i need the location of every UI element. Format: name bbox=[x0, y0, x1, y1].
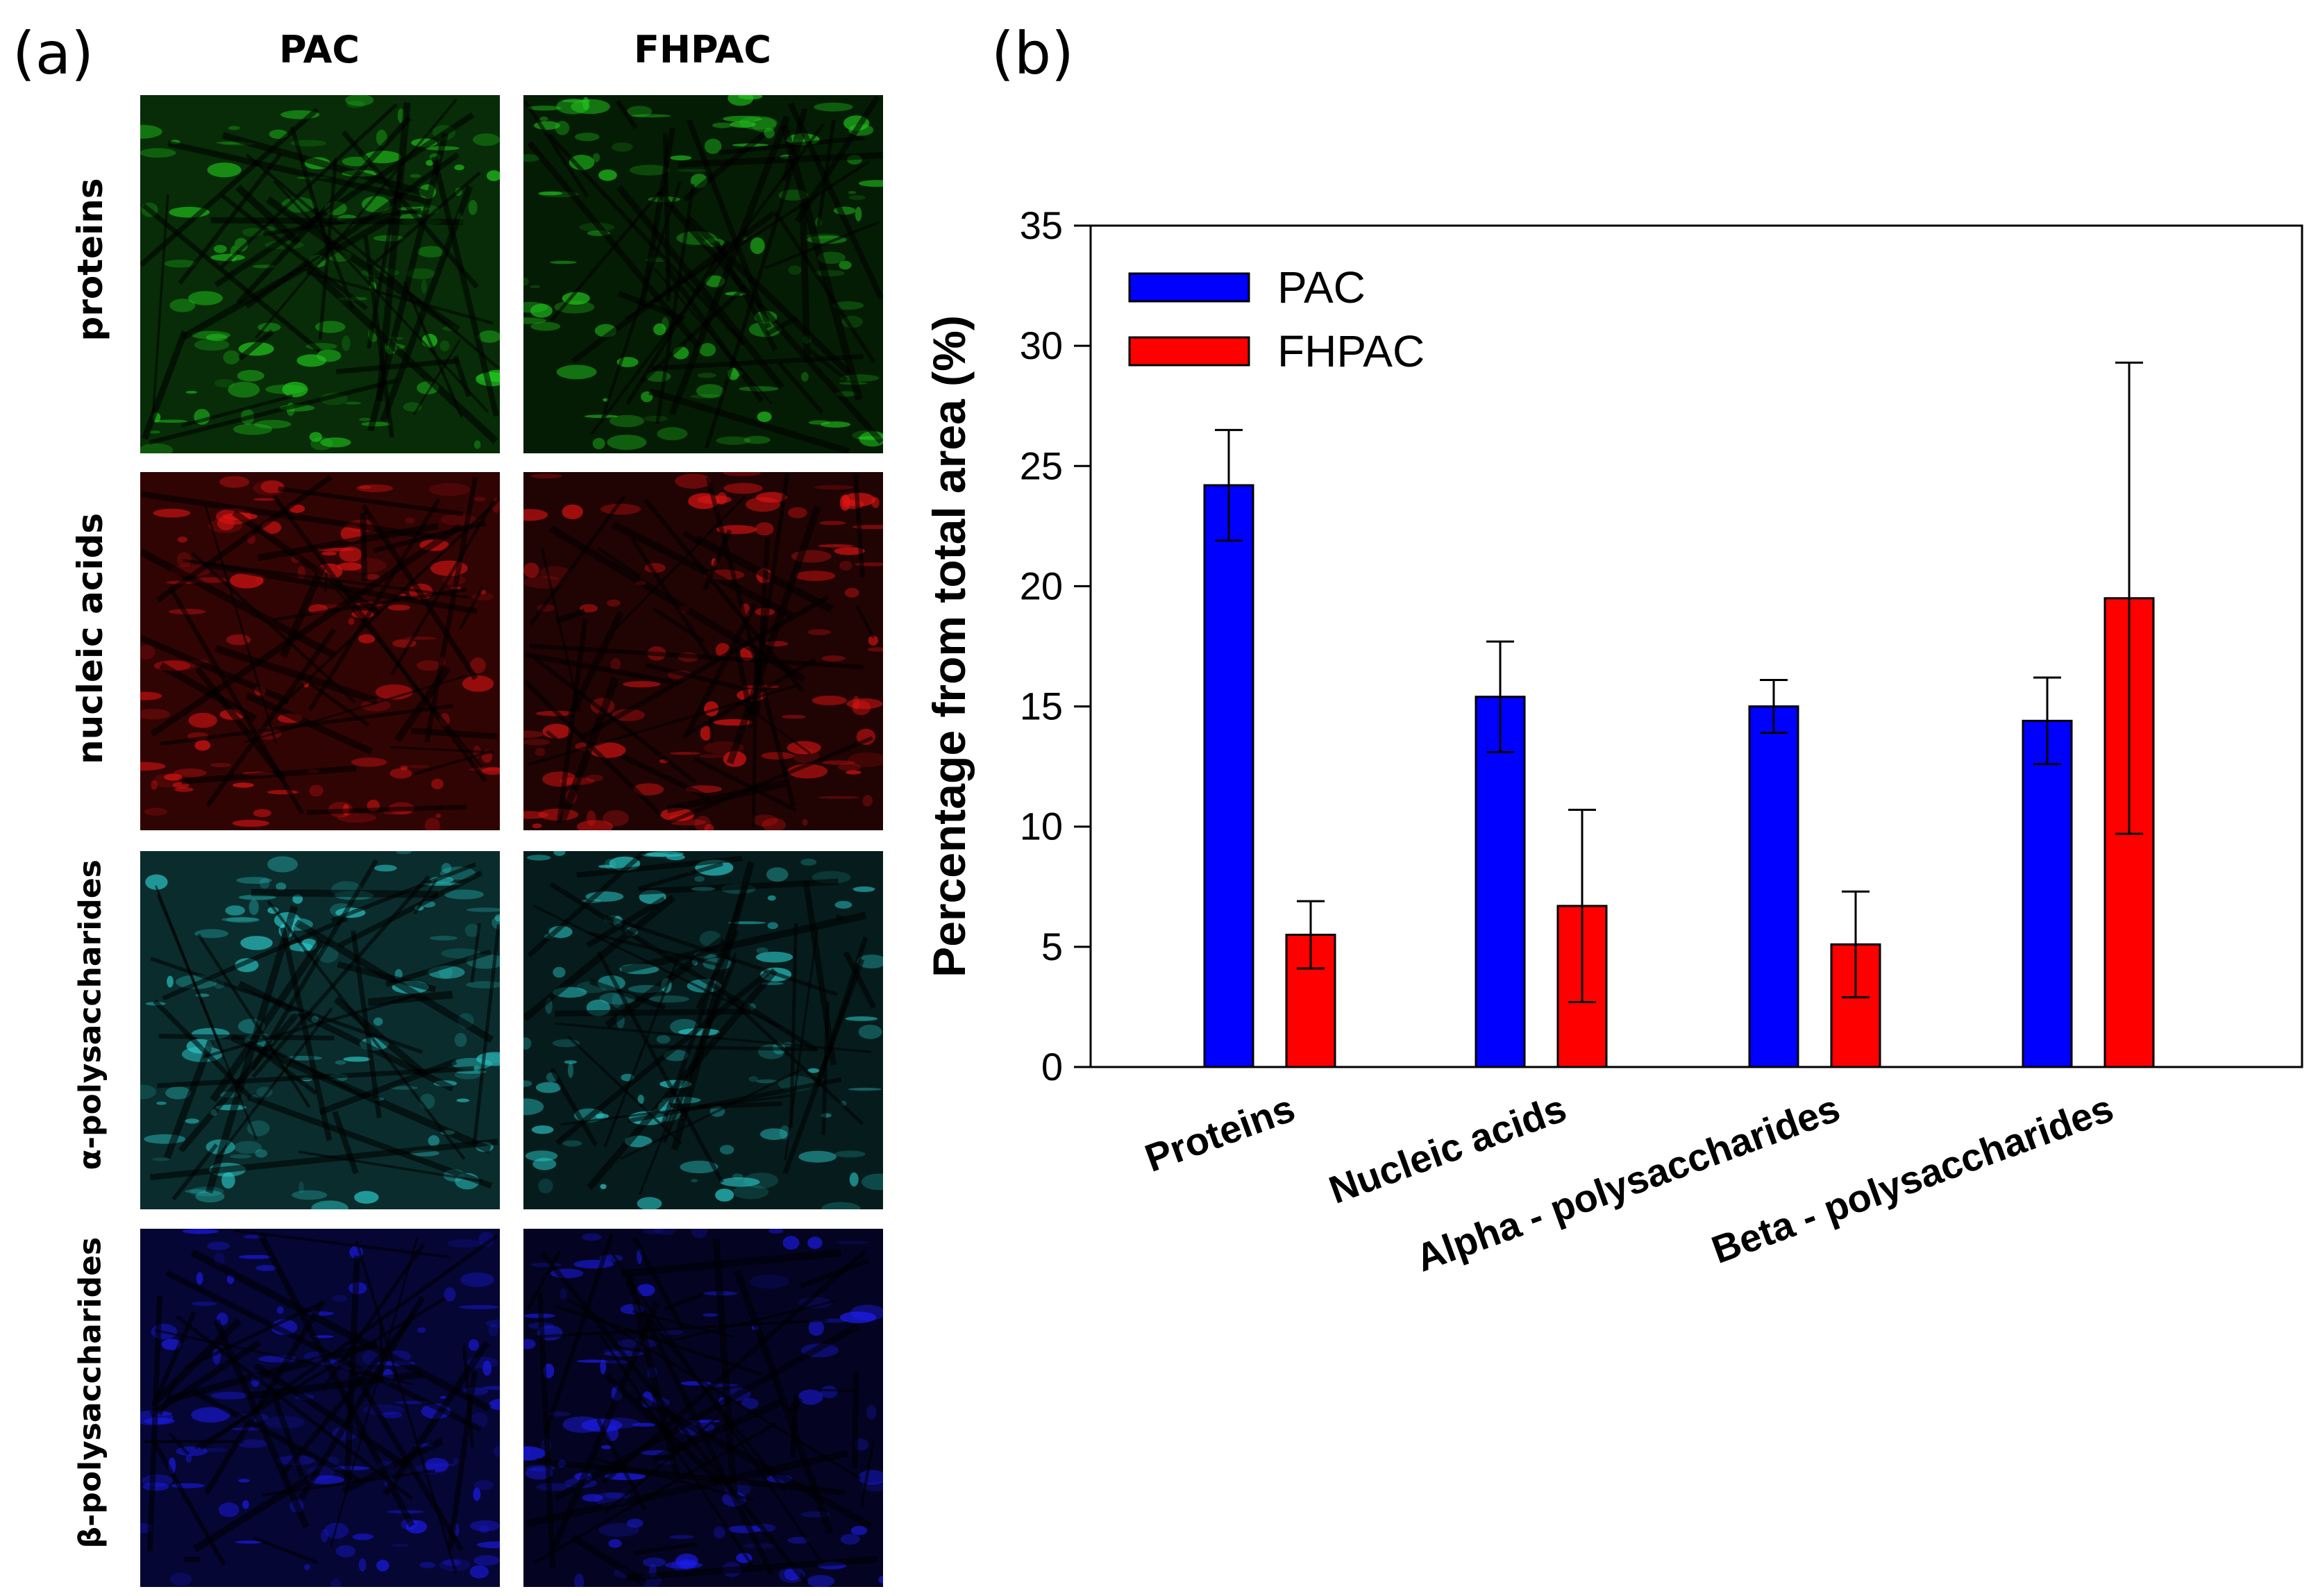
micrograph-nucleic-acids-pac bbox=[140, 472, 500, 830]
y-tick-label: 10 bbox=[1020, 805, 1063, 848]
legend-label-pac: PAC bbox=[1277, 262, 1366, 312]
bar-pac-0 bbox=[1203, 484, 1254, 1068]
y-tick-label: 25 bbox=[1020, 444, 1063, 487]
y-axis-label: Percentage from total area (%) bbox=[923, 315, 975, 977]
y-tick-label: 15 bbox=[1020, 684, 1063, 728]
legend-swatch-pac bbox=[1128, 272, 1250, 303]
y-tick-label: 35 bbox=[1020, 203, 1063, 247]
legend-label-fhpac: FHPAC bbox=[1277, 326, 1425, 376]
column-header-fhpac: FHPAC bbox=[633, 28, 772, 72]
micrograph-polysaccharides-pac bbox=[140, 1229, 500, 1587]
micrograph-nucleic-acids-fhpac bbox=[523, 472, 883, 830]
micrograph-proteins-fhpac bbox=[523, 95, 883, 453]
micrograph-polysaccharides-pac bbox=[140, 851, 500, 1209]
micrograph-proteins-pac bbox=[140, 95, 500, 453]
bar-pac-3 bbox=[2022, 719, 2073, 1068]
category-label-0: Proteins bbox=[1139, 1086, 1300, 1180]
y-tick-label: 30 bbox=[1020, 324, 1063, 367]
panel-b-letter: (b) bbox=[991, 19, 1074, 87]
column-header-pac: PAC bbox=[278, 28, 360, 72]
plot-frame bbox=[1089, 224, 2303, 1068]
y-tick-label: 20 bbox=[1020, 564, 1063, 607]
y-tick-label: 5 bbox=[1041, 925, 1063, 968]
micrograph-polysaccharides-fhpac bbox=[523, 1229, 883, 1587]
y-tick-label: 0 bbox=[1041, 1045, 1063, 1089]
panel-a-letter: (a) bbox=[12, 19, 94, 87]
legend-swatch-fhpac bbox=[1128, 336, 1250, 367]
bar-pac-2 bbox=[1748, 705, 1799, 1068]
micrograph-polysaccharides-fhpac bbox=[523, 851, 883, 1209]
